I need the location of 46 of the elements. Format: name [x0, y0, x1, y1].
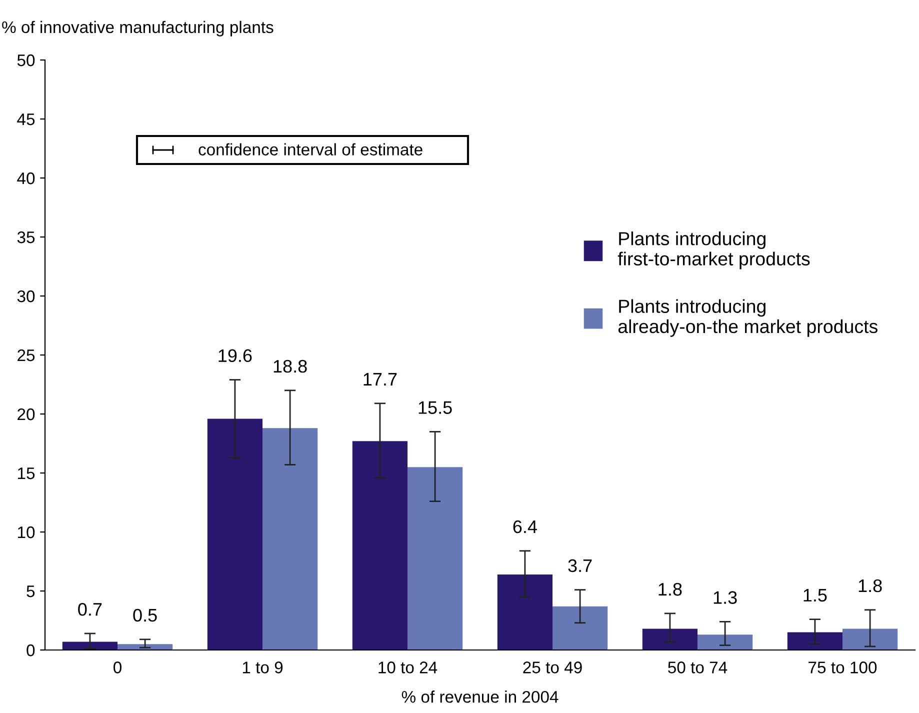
- y-tick-label: 45: [17, 114, 35, 126]
- bar: [552, 606, 608, 650]
- annotation: confidence interval of estimate: [198, 143, 422, 156]
- data-label: 1.5: [804, 588, 827, 602]
- y-tick-label: 30: [17, 290, 35, 302]
- data-label: 1.8: [658, 582, 682, 596]
- y-axis-title: % of innovative manufacturing plants: [2, 20, 274, 36]
- x-tick-label: 50 to 74: [668, 662, 728, 674]
- data-label: 3.7: [568, 559, 592, 572]
- y-tick-label: 25: [18, 349, 35, 362]
- data-label: 1.3: [714, 591, 737, 604]
- data-label: 1.8: [858, 579, 882, 592]
- x-tick-label: 1 to 9: [242, 662, 283, 674]
- bar: [262, 428, 318, 650]
- y-tick-label: 40: [17, 172, 35, 184]
- y-tick-label: 50: [17, 54, 35, 66]
- bar: [408, 467, 463, 650]
- bar: [698, 634, 753, 650]
- bar: [642, 628, 698, 650]
- bar: [118, 644, 173, 650]
- x-tick-label: 75 to 100: [808, 662, 877, 674]
- bar: [352, 441, 408, 650]
- data-label: 6.4: [513, 520, 537, 534]
- y-tick-label: 0: [26, 644, 35, 656]
- legend-label: Plants introducing already-on-the market products: [618, 299, 878, 337]
- data-label: 0.7: [78, 602, 102, 616]
- bar: [497, 574, 552, 650]
- x-axis-title: % of revenue in 2004: [402, 690, 558, 703]
- x-tick-label: 25 to 49: [523, 662, 582, 674]
- y-tick-label: 20: [18, 408, 35, 420]
- legend-label: Plants introducing first-to-market products: [618, 232, 810, 270]
- bar: [842, 628, 898, 650]
- bar: [207, 418, 262, 650]
- data-label: 15.5: [418, 401, 452, 414]
- x-tick-label: 10 to 24: [378, 662, 438, 674]
- y-tick-label: 35: [17, 231, 35, 244]
- data-label: 17.7: [364, 373, 397, 386]
- x-tick-label: 0: [114, 662, 122, 674]
- data-label: 19.6: [218, 349, 252, 362]
- bar: [787, 632, 842, 650]
- y-tick-label: 5: [26, 586, 35, 598]
- y-tick-label: 10: [18, 526, 35, 538]
- bar: [62, 642, 118, 650]
- y-tick-label: 15: [18, 468, 35, 480]
- data-label: 18.8: [274, 360, 307, 373]
- data-label: 0.5: [133, 608, 157, 622]
